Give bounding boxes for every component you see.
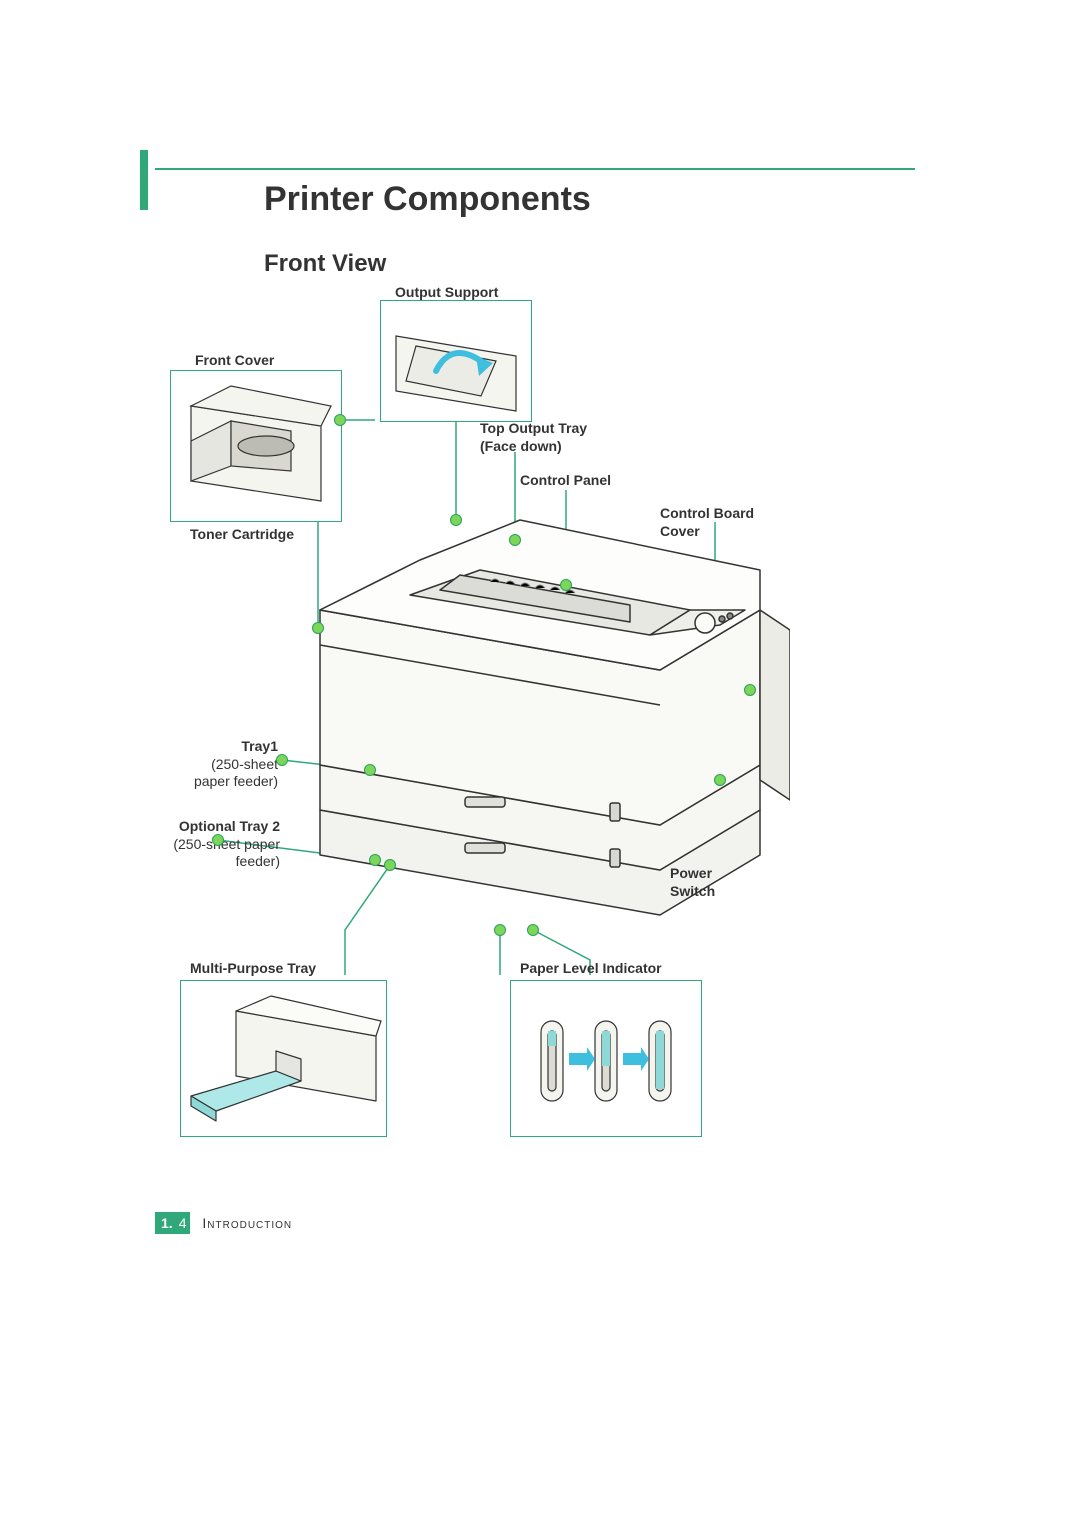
footer-section: Introduction [202,1215,292,1231]
label-control-board-l2: Cover [660,523,700,539]
side-rule [140,150,148,210]
label-paper-level: Paper Level Indicator [520,960,662,978]
dot-output-support [450,514,462,526]
footer-chapter: 1. [155,1212,179,1234]
dot-optional-tray2-start [212,834,224,846]
dot-power [714,774,726,786]
label-control-board-l1: Control Board [660,505,754,521]
top-rule [155,168,915,170]
label-control-board-cover: Control Board Cover [660,505,754,540]
diagram-front-view: Output Support Front Cover Toner Cartrid… [160,290,920,1150]
dot-top-output-tray [509,534,521,546]
multi-purpose-inset [180,980,387,1137]
dot-toner [312,622,324,634]
label-tray1-l2: (250-sheet [211,756,278,772]
label-tray1: Tray1 (250-sheet paper feeder) [188,738,278,791]
front-cover-inset [170,370,342,522]
label-optional-tray2-l3: feeder) [236,853,280,869]
dot-paper-level-b [527,924,539,936]
paper-level-inset [510,980,702,1137]
label-optional-tray2-l1: Optional Tray 2 [179,818,280,834]
label-multi-purpose: Multi-Purpose Tray [190,960,316,978]
label-power-switch: Power Switch [670,865,715,900]
heading-front-view: Front View [264,250,386,278]
label-top-output-tray: Top Output Tray (Face down) [480,420,587,455]
heading-printer-components: Printer Components [264,180,591,219]
paper-level-icon [511,981,701,1136]
label-power-l1: Power [670,865,712,881]
label-power-l2: Switch [670,883,715,899]
label-optional-tray2-l2: (250-sheet paper [173,836,280,852]
dot-multi-purpose [384,859,396,871]
front-cover-icon [171,371,341,521]
dot-tray1-start [276,754,288,766]
label-toner-cartridge: Toner Cartridge [190,526,294,544]
dot-paper-level-a [494,924,506,936]
dot-optional-tray2-end [369,854,381,866]
label-optional-tray2: Optional Tray 2 (250-sheet paper feeder) [100,818,280,871]
dot-tray1 [364,764,376,776]
footer-page: 4 [179,1212,191,1234]
multi-purpose-icon [181,981,386,1136]
output-support-icon [381,301,531,421]
printer-illustration [290,500,790,920]
page-footer: 1.4 Introduction [155,1215,292,1231]
page: Printer Components Front View [0,0,1080,1528]
label-top-output-tray-l2: (Face down) [480,438,562,454]
dot-control-panel [560,579,572,591]
dot-front-cover [334,414,346,426]
label-tray1-l1: Tray1 [241,738,278,754]
dot-control-board [744,684,756,696]
label-output-support: Output Support [395,284,498,302]
label-top-output-tray-l1: Top Output Tray [480,420,587,436]
label-control-panel: Control Panel [520,472,611,490]
label-front-cover: Front Cover [195,352,274,370]
label-tray1-l3: paper feeder) [194,773,278,789]
output-support-inset [380,300,532,422]
